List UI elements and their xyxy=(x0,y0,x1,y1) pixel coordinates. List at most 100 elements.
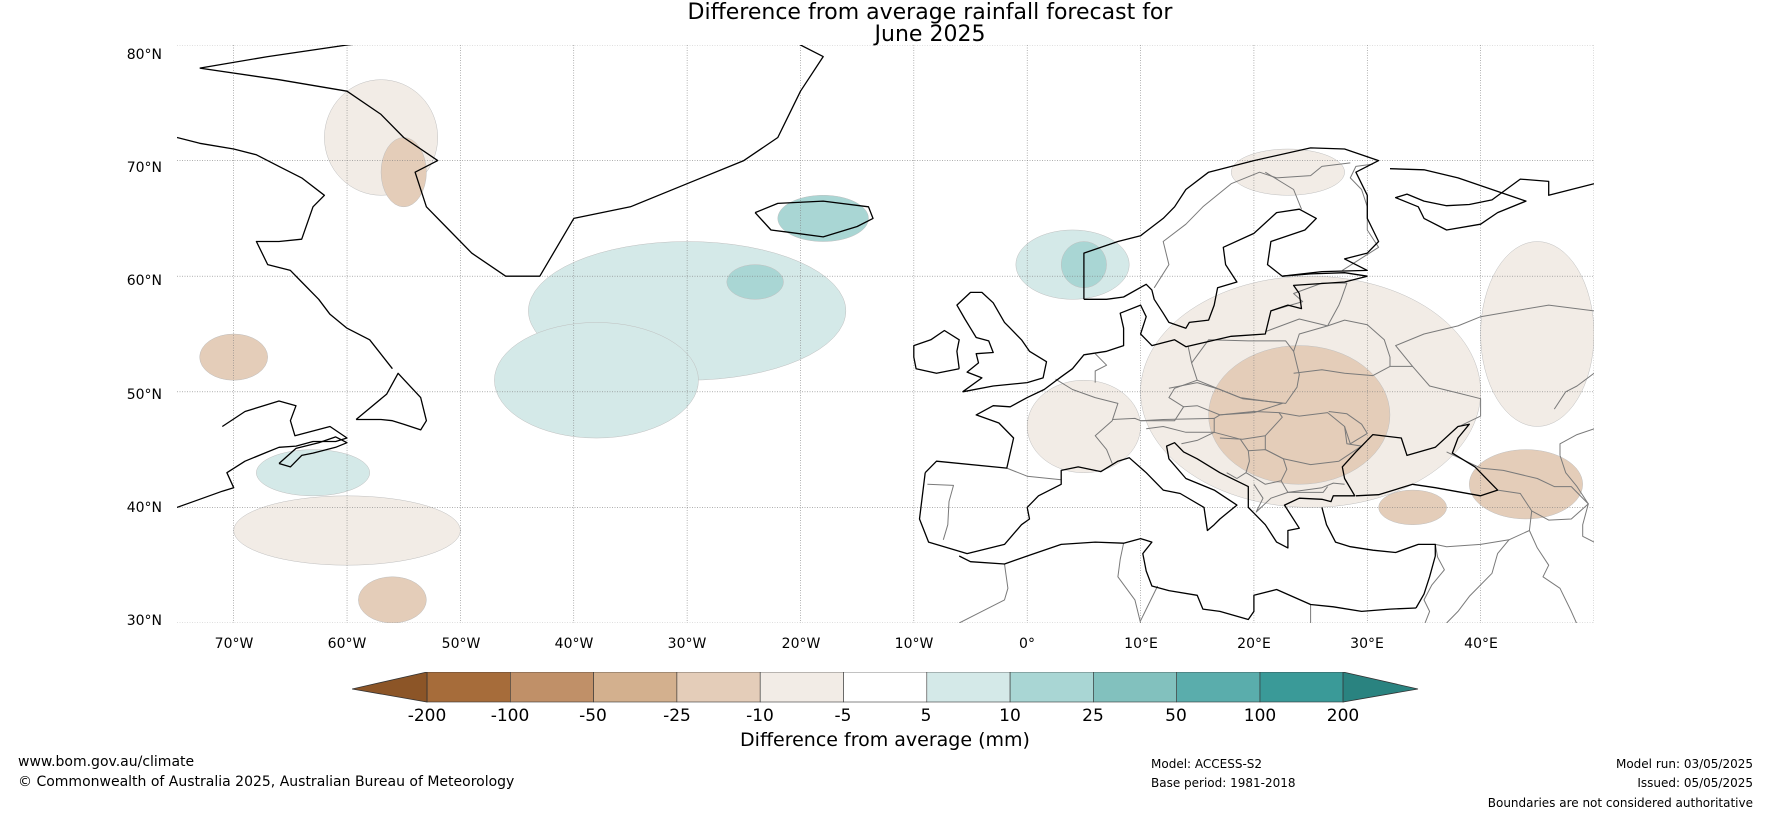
country-border xyxy=(1213,411,1283,440)
lat-label-70n: 70°N xyxy=(126,160,162,176)
colorbar-tick: -100 xyxy=(490,706,530,726)
country-border xyxy=(927,483,954,540)
country-border xyxy=(1006,467,1062,481)
graticule xyxy=(177,45,1594,623)
colorbar xyxy=(352,672,1419,703)
coastline xyxy=(913,329,960,374)
country-border xyxy=(1055,378,1119,464)
colorbar-tick: 100 xyxy=(1243,706,1277,726)
lon-label-20w: 20°W xyxy=(781,636,821,652)
map-title-line-1: Difference from average rainfall forecas… xyxy=(687,0,1173,25)
issued-text: Issued: 05/05/2025 xyxy=(1637,776,1753,790)
lat-label-60n: 60°N xyxy=(126,273,162,289)
forecast-map-canvas xyxy=(177,45,1594,623)
anomaly-region xyxy=(1026,379,1141,473)
country-border xyxy=(1094,353,1108,383)
website-link[interactable]: www.bom.gov.au/climate xyxy=(18,754,195,770)
lon-label-50w: 50°W xyxy=(441,636,481,652)
colorbar-tick: 5 xyxy=(920,706,932,726)
lon-label-10w: 10°W xyxy=(894,636,934,652)
country-border xyxy=(1559,455,1594,543)
coastline xyxy=(1389,168,1594,231)
colorbar-swatch xyxy=(926,672,1011,703)
coastline xyxy=(1282,272,1368,277)
colorbar-swatch xyxy=(426,672,511,703)
coastline xyxy=(278,436,348,468)
lon-label-40e: 40°E xyxy=(1464,636,1498,652)
country-border xyxy=(1342,163,1380,271)
lon-label-20e: 20°E xyxy=(1237,636,1271,652)
coastline xyxy=(355,372,428,431)
lon-label-30e: 30°E xyxy=(1350,636,1384,652)
country-border xyxy=(1265,171,1302,210)
anomaly-region xyxy=(1480,241,1594,427)
coastline xyxy=(958,537,1417,621)
colorbar-tick: 10 xyxy=(999,706,1021,726)
coastline xyxy=(1321,507,1436,609)
coastlines xyxy=(177,45,1594,621)
coastline xyxy=(956,291,1048,393)
model-run-text: Model run: 03/05/2025 xyxy=(1615,757,1753,771)
lon-label-0: 0° xyxy=(1019,636,1035,652)
country-border xyxy=(1446,539,1510,623)
colorbar-tick: -50 xyxy=(579,706,607,726)
copyright-text: © Commonwealth of Australia 2025, Austra… xyxy=(18,774,515,790)
country-border xyxy=(1395,304,1594,367)
colorbar-tick: -10 xyxy=(746,706,774,726)
forecast-map[interactable] xyxy=(177,45,1594,623)
country-border xyxy=(1245,449,1288,485)
coastline xyxy=(199,45,824,277)
anomaly-region xyxy=(1230,148,1345,196)
country-border xyxy=(1293,319,1391,367)
lon-label-40w: 40°W xyxy=(554,636,594,652)
lat-label-80n: 80°N xyxy=(126,47,162,63)
anomaly-region xyxy=(1208,345,1391,485)
country-border xyxy=(1528,530,1578,623)
country-border xyxy=(1112,346,1198,422)
country-border xyxy=(1280,480,1345,493)
colorbar-tick: -25 xyxy=(663,706,691,726)
anomaly-region xyxy=(726,264,784,300)
colorbar-tick: 25 xyxy=(1082,706,1104,726)
country-border xyxy=(1117,543,1142,623)
country-border xyxy=(1168,382,1283,416)
country-border xyxy=(1328,411,1368,445)
base-period-text: Base period: 1981-2018 xyxy=(1151,776,1296,790)
colorbar-tick: 200 xyxy=(1326,706,1360,726)
lon-label-10e: 10°E xyxy=(1124,636,1158,652)
coastline xyxy=(177,400,348,509)
colorbar-swatch xyxy=(843,672,928,703)
country-border xyxy=(1253,484,1328,513)
coastline xyxy=(1083,147,1380,329)
lat-label-50n: 50°N xyxy=(126,387,162,403)
anomaly-region xyxy=(1469,449,1583,520)
country-border xyxy=(1435,510,1533,548)
lon-label-60w: 60°W xyxy=(327,636,367,652)
colorbar-swatch xyxy=(593,672,678,703)
country-border xyxy=(1423,544,1445,623)
colorbar-swatch xyxy=(1009,672,1094,703)
coastline xyxy=(754,200,874,238)
country-border xyxy=(1559,428,1594,456)
country-borders xyxy=(927,162,1594,623)
lon-label-30w: 30°W xyxy=(667,636,707,652)
colorbar-swatch xyxy=(510,672,594,703)
colorbar-low-extend xyxy=(352,672,428,703)
country-border xyxy=(1153,162,1351,289)
anomaly-region xyxy=(256,449,370,497)
anomaly-region xyxy=(494,322,699,439)
colorbar-swatch xyxy=(1259,672,1344,703)
map-title-line-2: June 2025 xyxy=(874,22,986,47)
colorbar-tick: -5 xyxy=(834,706,852,726)
anomaly-region xyxy=(358,576,427,623)
lat-label-40n: 40°N xyxy=(126,500,162,516)
coastline xyxy=(177,136,393,370)
colorbar-label: Difference from average (mm) xyxy=(740,729,1030,751)
model-text: Model: ACCESS-S2 xyxy=(1151,757,1263,771)
colorbar-tick: -200 xyxy=(407,706,447,726)
lat-label-30n: 30°N xyxy=(126,613,162,629)
country-border xyxy=(1140,585,1159,621)
colorbar-swatch xyxy=(676,672,761,703)
country-border xyxy=(1265,282,1348,333)
country-border xyxy=(1446,451,1589,521)
